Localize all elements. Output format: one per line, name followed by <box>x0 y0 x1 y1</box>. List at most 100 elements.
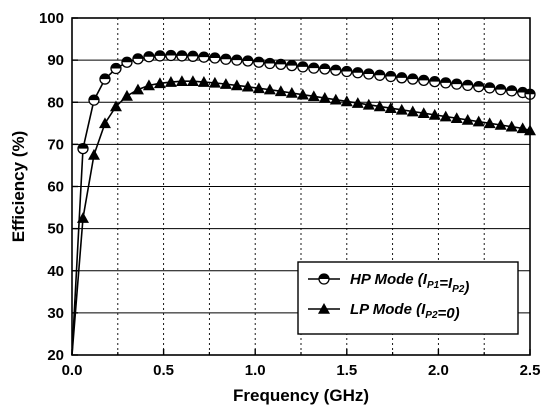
legend-text-part: =0) <box>438 305 460 322</box>
legend-text-part: HP Mode ( <box>350 271 425 288</box>
series-2-point <box>395 103 408 115</box>
y-tick-label: 80 <box>47 94 64 111</box>
series-1-point <box>495 83 507 96</box>
y-tick-label: 40 <box>47 263 64 280</box>
series-1-point <box>220 53 232 65</box>
series-1-point <box>297 61 309 73</box>
series-1-point <box>187 50 199 62</box>
series-1-point <box>308 62 320 74</box>
series-1-point <box>165 49 177 62</box>
series-2-point <box>318 92 331 103</box>
series-2-point <box>329 93 342 105</box>
series-2-point <box>483 117 496 129</box>
legend-label: HP Mode (IP1=IP2) <box>350 271 469 296</box>
series-2-point <box>340 95 353 107</box>
series-2-point <box>263 83 276 95</box>
x-tick-label: 1.5 <box>336 362 357 379</box>
series-2-point <box>230 79 243 91</box>
y-axis-ticks: 20 30 40 50 60 70 80 90 100 <box>39 10 78 364</box>
series-2-point <box>472 115 485 127</box>
legend-marker <box>318 303 330 314</box>
y-tick-label: 90 <box>47 52 64 69</box>
series-1-point <box>473 81 485 93</box>
series-1-point <box>209 52 221 64</box>
legend-text-part: ) <box>462 279 469 296</box>
series-1-point <box>242 55 254 67</box>
series-1-point <box>121 56 133 68</box>
legend-marker <box>318 273 330 285</box>
series-1-point <box>396 72 408 84</box>
series-2-point <box>241 80 254 92</box>
legend-text-part: I <box>421 301 426 318</box>
series-1-point <box>88 94 100 106</box>
series-1-point <box>319 63 331 75</box>
series-1-point <box>506 85 518 97</box>
series-2-point <box>98 117 111 129</box>
series-1-point <box>341 65 353 78</box>
series-1-point <box>462 79 474 92</box>
series-1-point <box>363 68 375 80</box>
series-2-point <box>197 76 210 87</box>
series-2-point <box>175 75 188 86</box>
series-1-point <box>231 54 243 66</box>
series-2 <box>71 75 536 356</box>
series-1-point <box>440 77 452 89</box>
series-2-point <box>109 100 122 112</box>
legend-subscript: P2 <box>425 310 438 321</box>
y-tick-label: 50 <box>47 221 64 238</box>
x-tick-label: 2.5 <box>520 362 541 379</box>
series-1-point <box>77 142 89 155</box>
y-tick-label: 60 <box>47 179 64 196</box>
y-axis-title: Efficiency (%) <box>9 131 28 242</box>
y-tick-label: 70 <box>47 136 64 153</box>
series-1-point <box>330 64 342 76</box>
y-tick-label: 20 <box>47 347 64 364</box>
legend-label: LP Mode (IP2=0) <box>350 301 460 322</box>
series-1-point <box>407 73 419 85</box>
series-1-point <box>352 67 364 79</box>
legend-subscript: P1 <box>427 280 440 291</box>
series-1-point <box>385 70 397 83</box>
series-2-point <box>219 78 232 89</box>
legend-subscript: P2 <box>452 284 465 295</box>
series-1-point <box>275 58 287 70</box>
x-tick-label: 0.0 <box>62 362 83 379</box>
series-2-point <box>373 100 386 112</box>
series-2-point <box>142 79 155 91</box>
series-1-point <box>451 78 463 90</box>
series-2-point <box>307 90 320 102</box>
series-2-point <box>296 88 309 100</box>
legend: HP Mode (IP1=IP2)LP Mode (IP2=0) <box>297 261 519 335</box>
x-axis-ticks: 0.0 0.5 1.0 1.5 2.0 2.5 <box>62 349 541 379</box>
series-2-point <box>131 83 144 95</box>
legend-text-part: =I <box>439 275 453 292</box>
y-tick-label: 30 <box>47 305 64 322</box>
series-1-point <box>429 75 441 88</box>
y-tick-label: 100 <box>39 10 64 27</box>
series-2-point <box>252 82 265 94</box>
series-2-point <box>164 76 177 87</box>
series-2-point <box>362 98 375 110</box>
x-tick-label: 1.0 <box>245 362 266 379</box>
series-2-point <box>505 120 518 132</box>
series-2-point <box>153 77 166 89</box>
series-1-point <box>264 57 276 70</box>
legend-box <box>297 261 519 335</box>
legend-entry-2: LP Mode (IP2=0) <box>308 301 460 322</box>
series-1-point <box>110 62 122 75</box>
series-1-point <box>253 56 265 68</box>
series-2-point <box>208 76 221 88</box>
series-1-point <box>484 82 496 94</box>
series-2-point <box>516 122 529 134</box>
series-2-point <box>439 110 452 122</box>
series-2-point <box>428 108 441 120</box>
series-1-point <box>132 53 144 65</box>
series-2-point <box>120 89 133 101</box>
series-1-point <box>418 74 430 86</box>
legend-text-part: LP Mode ( <box>350 301 423 318</box>
series-2-point <box>351 97 364 108</box>
series-1-point <box>143 51 155 63</box>
x-tick-label: 0.5 <box>153 362 174 379</box>
series-2-point <box>406 105 419 117</box>
